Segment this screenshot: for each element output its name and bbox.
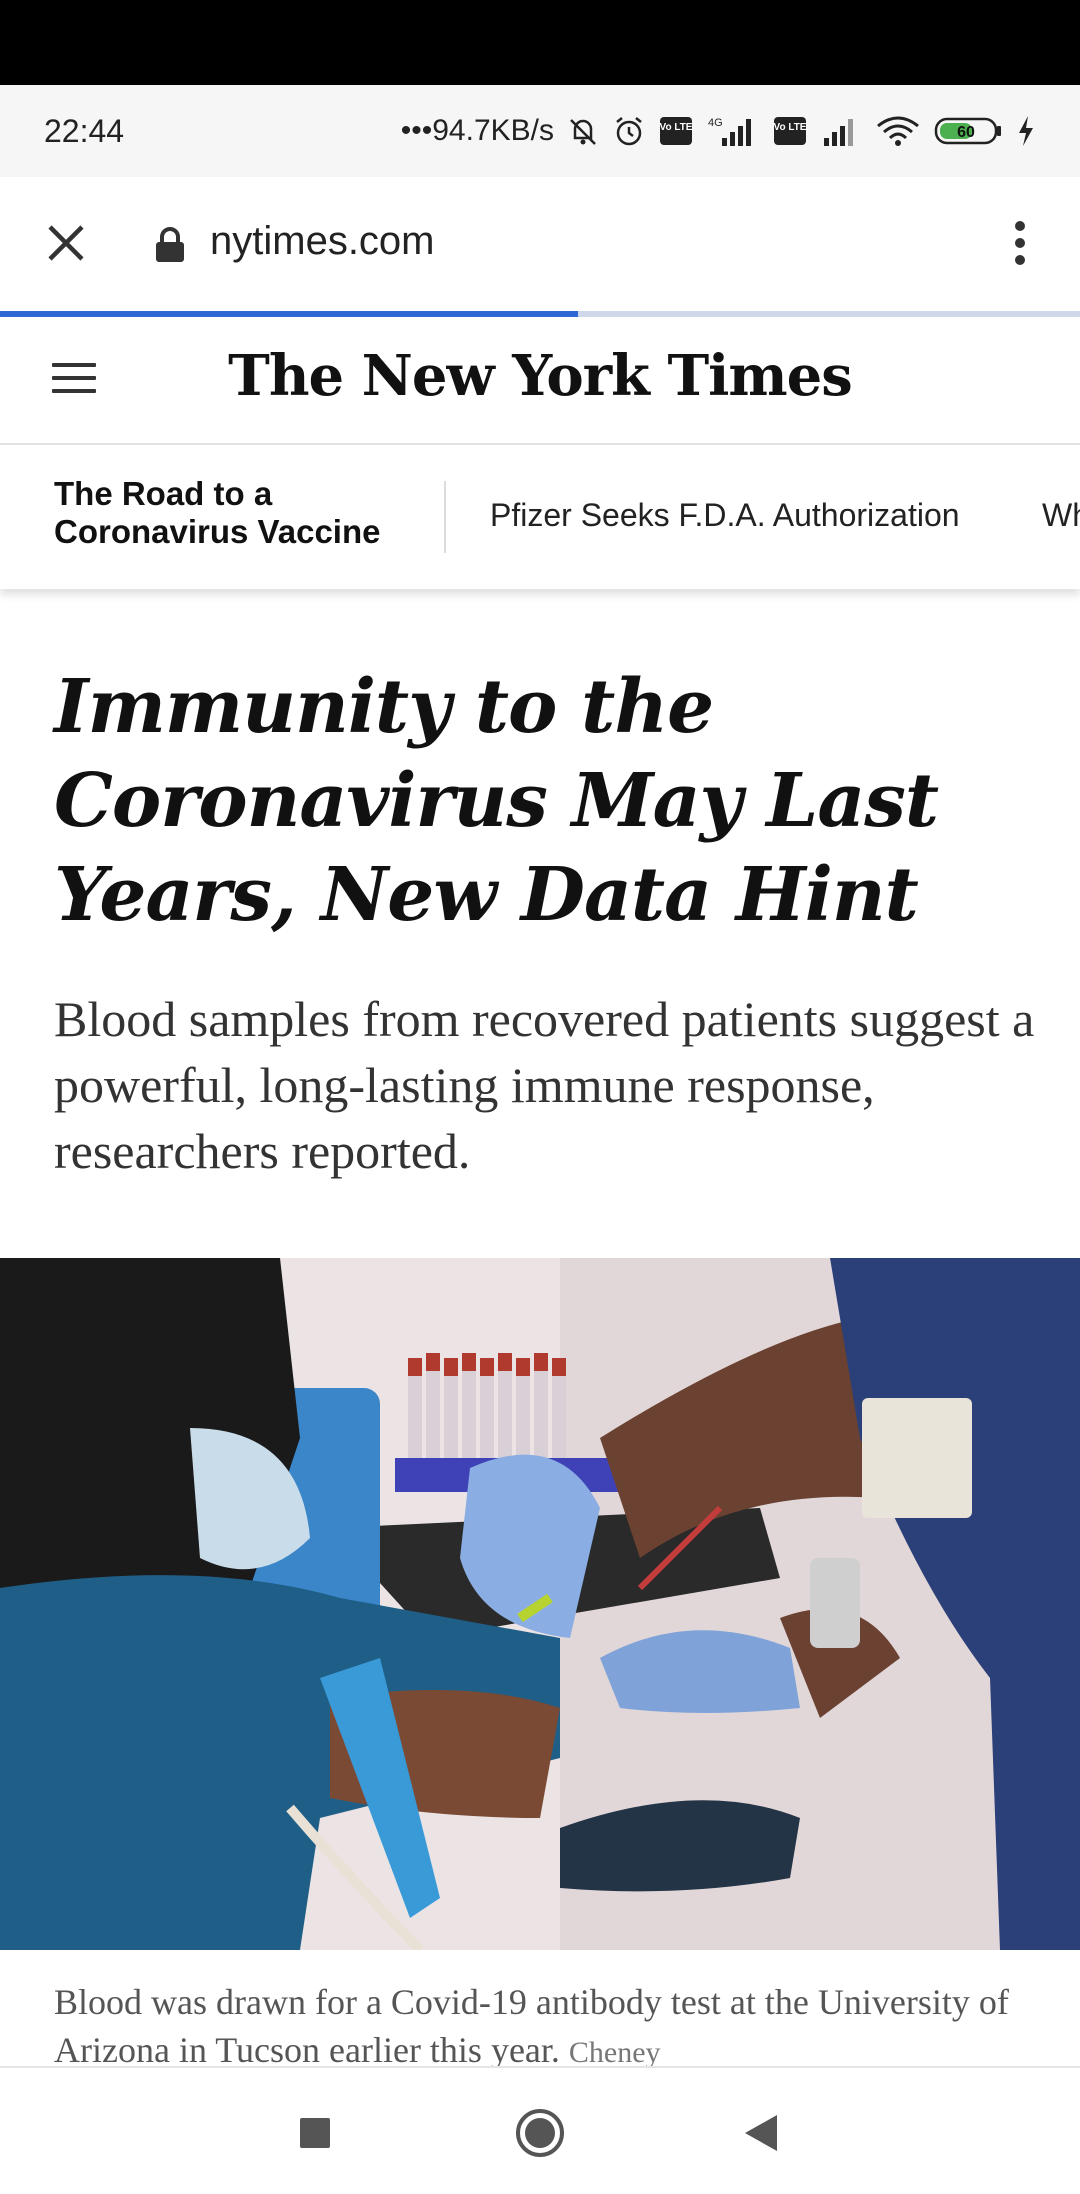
recents-button[interactable] (290, 2108, 340, 2158)
battery-icon: 60 (934, 114, 1004, 148)
site-header: The New York Times (0, 317, 1080, 445)
article-photo[interactable] (0, 1258, 1080, 1950)
subnav-link-next[interactable]: Wh (1042, 497, 1080, 533)
article-summary: Blood samples from recovered patients su… (54, 991, 1035, 1179)
page-load-progress (0, 311, 1080, 317)
back-icon (745, 2115, 777, 2151)
alarm-icon (612, 114, 646, 148)
close-button[interactable] (36, 213, 96, 273)
more-options-button[interactable] (990, 213, 1050, 273)
back-button[interactable] (736, 2108, 786, 2158)
subnav-title[interactable]: The Road to a Coronavirus Vaccine (54, 475, 380, 551)
subnav-title-line2: Coronavirus Vaccine (54, 513, 381, 550)
caption-text: Blood was drawn for a Covid-19 antibody … (54, 1982, 1009, 2070)
hamburger-icon[interactable] (52, 363, 96, 397)
photo-credit: Cheney (568, 2036, 661, 2069)
mute-icon (566, 114, 600, 148)
lock-icon (154, 227, 186, 268)
site-logo[interactable]: The New York Times (228, 343, 853, 409)
status-time: 22:44 (44, 113, 125, 149)
status-icons: •••94.7KB/s Vo LTE 4G Vo LTE 60 (401, 109, 1036, 153)
close-icon (48, 225, 84, 261)
subnav-divider (444, 481, 446, 553)
lte1-text: Vo LTE (660, 122, 693, 133)
more-vert-icon (1015, 221, 1025, 265)
url-text[interactable]: nytimes.com (210, 219, 435, 263)
signal-icon-1: 4G (706, 114, 760, 148)
top-black-bar (0, 0, 1080, 85)
volte-icon: Vo LTE (658, 114, 694, 148)
net-speed: •••94.7KB/s (400, 114, 554, 147)
signal-icon-2 (820, 114, 862, 148)
browser-url-bar: nytimes.com (0, 177, 1080, 312)
network-tag: 4G (708, 117, 723, 129)
photo-caption: Blood was drawn for a Covid-19 antibody … (54, 1978, 1054, 2077)
system-nav-bar (0, 2066, 1080, 2194)
lte2-text: Vo LTE (774, 122, 807, 133)
battery-level: 60 (957, 124, 975, 141)
status-bar: 22:44 •••94.7KB/s Vo LTE 4G Vo LTE 60 (0, 85, 1080, 177)
volte-icon-2: Vo LTE (772, 114, 808, 148)
subnav-title-line1: The Road to a (54, 475, 273, 512)
stop-icon (300, 2118, 330, 2148)
charging-icon (1016, 114, 1036, 148)
section-subnav: The Road to a Coronavirus Vaccine Pfizer… (0, 445, 1080, 589)
home-icon (516, 2109, 564, 2157)
photo-illustration (0, 1258, 1080, 1950)
article-headline: Immunity to the Coronavirus May Last Yea… (54, 664, 939, 938)
subnav-link-pfizer[interactable]: Pfizer Seeks F.D.A. Authorization (490, 497, 960, 533)
wifi-icon (874, 114, 922, 148)
home-button[interactable] (515, 2108, 565, 2158)
page-load-progress-fill (0, 311, 578, 317)
